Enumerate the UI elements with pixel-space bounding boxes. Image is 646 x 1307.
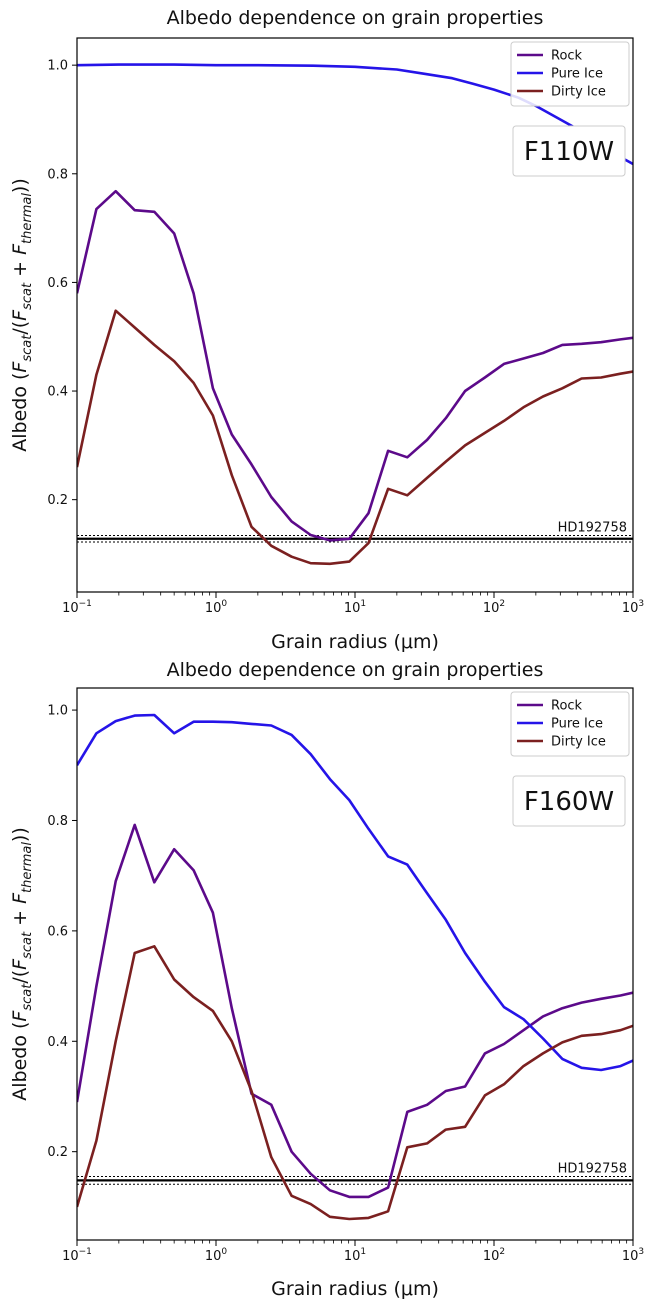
legend-entry-rock: Rock [551, 49, 583, 64]
x-tick-label: 101 [344, 1247, 366, 1264]
legend: Rock Pure Ice Dirty Ice [510, 691, 630, 757]
y-tick-label: 0.6 [47, 276, 68, 291]
x-tick-label: 100 [205, 599, 228, 616]
chart-panel-2: Albedo dependence on grain properties HD1… [9, 659, 644, 1300]
filter-label: F160W [524, 787, 614, 817]
y-tick-label: 1.0 [47, 704, 68, 719]
filter-label: F110W [524, 137, 614, 167]
y-tick-label: 1.0 [47, 59, 68, 74]
plot-frame [76, 37, 634, 593]
y-tick-label: 0.2 [47, 493, 68, 508]
x-tick-label: 10−1 [62, 1247, 92, 1264]
y-tick-label: 0.2 [47, 1145, 68, 1160]
y-tick-label: 0.4 [47, 1035, 68, 1050]
y-axis-label: Albedo (Fscat/(Fscat + Fthermal)) [9, 827, 35, 1101]
x-tick-label: 101 [344, 599, 366, 616]
series-line-dirty-ice [77, 309, 633, 566]
legend-entry-pure-ice: Pure Ice [551, 67, 603, 82]
legend-entry-dirty-ice: Dirty Ice [551, 85, 606, 100]
filter-label-box [512, 125, 626, 177]
filter-label-box [512, 775, 626, 827]
chart-panel-1: Albedo dependence on grain properties HD1… [9, 7, 644, 653]
x-tick-label: 103 [622, 599, 644, 616]
x-axis-label: Grain radius (μm) [271, 1278, 439, 1300]
reference-label: HD192758 [558, 521, 627, 536]
y-axis-label: Albedo (Fscat/(Fscat + Fthermal)) [9, 178, 35, 452]
plot-frame [76, 687, 634, 1241]
legend-entry-pure-ice: Pure Ice [551, 717, 603, 732]
legend: Rock Pure Ice Dirty Ice [510, 41, 630, 107]
y-tick-label: 0.8 [47, 167, 68, 182]
reference-label: HD192758 [558, 1162, 627, 1177]
series-line-rock [77, 823, 633, 1199]
chart-title: Albedo dependence on grain properties [167, 659, 544, 681]
series-line-dirty-ice [77, 945, 633, 1221]
legend-entry-dirty-ice: Dirty Ice [551, 735, 606, 750]
series-line-rock [77, 189, 633, 542]
x-tick-label: 103 [622, 1247, 644, 1264]
x-tick-label: 102 [483, 599, 505, 616]
series-line-pure-ice [77, 713, 633, 1072]
y-tick-label: 0.8 [47, 814, 68, 829]
legend-entry-rock: Rock [551, 699, 583, 714]
y-tick-label: 0.4 [47, 385, 68, 400]
chart-title: Albedo dependence on grain properties [167, 7, 544, 29]
x-tick-label: 102 [483, 1247, 505, 1264]
y-tick-label: 0.6 [47, 924, 68, 939]
x-tick-label: 10−1 [62, 599, 92, 616]
x-axis-label: Grain radius (μm) [271, 631, 439, 653]
x-tick-label: 100 [205, 1247, 228, 1264]
